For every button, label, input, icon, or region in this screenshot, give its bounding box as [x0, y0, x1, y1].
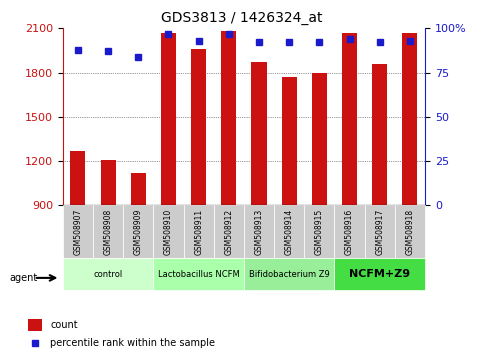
Bar: [244, 205, 274, 258]
Bar: [123, 205, 154, 258]
Bar: [213, 205, 244, 258]
Text: percentile rank within the sample: percentile rank within the sample: [50, 338, 215, 348]
Text: GSM508907: GSM508907: [73, 209, 83, 255]
Bar: [63, 258, 154, 290]
Text: GSM508916: GSM508916: [345, 209, 354, 255]
Bar: [395, 205, 425, 258]
Text: agent: agent: [10, 273, 38, 283]
Text: Bifidobacterium Z9: Bifidobacterium Z9: [249, 270, 329, 279]
Bar: [342, 33, 357, 205]
Bar: [372, 64, 387, 205]
Text: GSM508914: GSM508914: [284, 209, 294, 255]
Bar: [252, 62, 267, 205]
Bar: [221, 31, 236, 205]
Bar: [334, 258, 425, 290]
Text: GSM508915: GSM508915: [315, 209, 324, 255]
Text: NCFM+Z9: NCFM+Z9: [349, 269, 411, 279]
Bar: [184, 205, 213, 258]
Bar: [312, 73, 327, 205]
Text: GDS3813 / 1426324_at: GDS3813 / 1426324_at: [161, 11, 322, 25]
Bar: [304, 205, 334, 258]
Text: GSM508908: GSM508908: [103, 209, 113, 255]
Bar: [154, 205, 184, 258]
Bar: [63, 205, 93, 258]
Text: Lactobacillus NCFM: Lactobacillus NCFM: [158, 270, 240, 279]
Bar: [282, 77, 297, 205]
Text: GSM508912: GSM508912: [224, 209, 233, 255]
Bar: [28, 319, 42, 331]
Text: GSM508909: GSM508909: [134, 209, 143, 255]
Bar: [154, 258, 244, 290]
Text: count: count: [50, 320, 78, 330]
Bar: [131, 173, 146, 205]
Bar: [402, 33, 417, 205]
Bar: [161, 33, 176, 205]
Bar: [100, 160, 115, 205]
Bar: [191, 49, 206, 205]
Text: GSM508918: GSM508918: [405, 209, 414, 255]
Bar: [244, 258, 334, 290]
Text: GSM508917: GSM508917: [375, 209, 384, 255]
Bar: [274, 205, 304, 258]
Text: control: control: [93, 270, 123, 279]
Bar: [334, 205, 365, 258]
Text: GSM508913: GSM508913: [255, 209, 264, 255]
Text: GSM508910: GSM508910: [164, 209, 173, 255]
Bar: [365, 205, 395, 258]
Bar: [93, 205, 123, 258]
Bar: [71, 151, 85, 205]
Text: GSM508911: GSM508911: [194, 209, 203, 255]
